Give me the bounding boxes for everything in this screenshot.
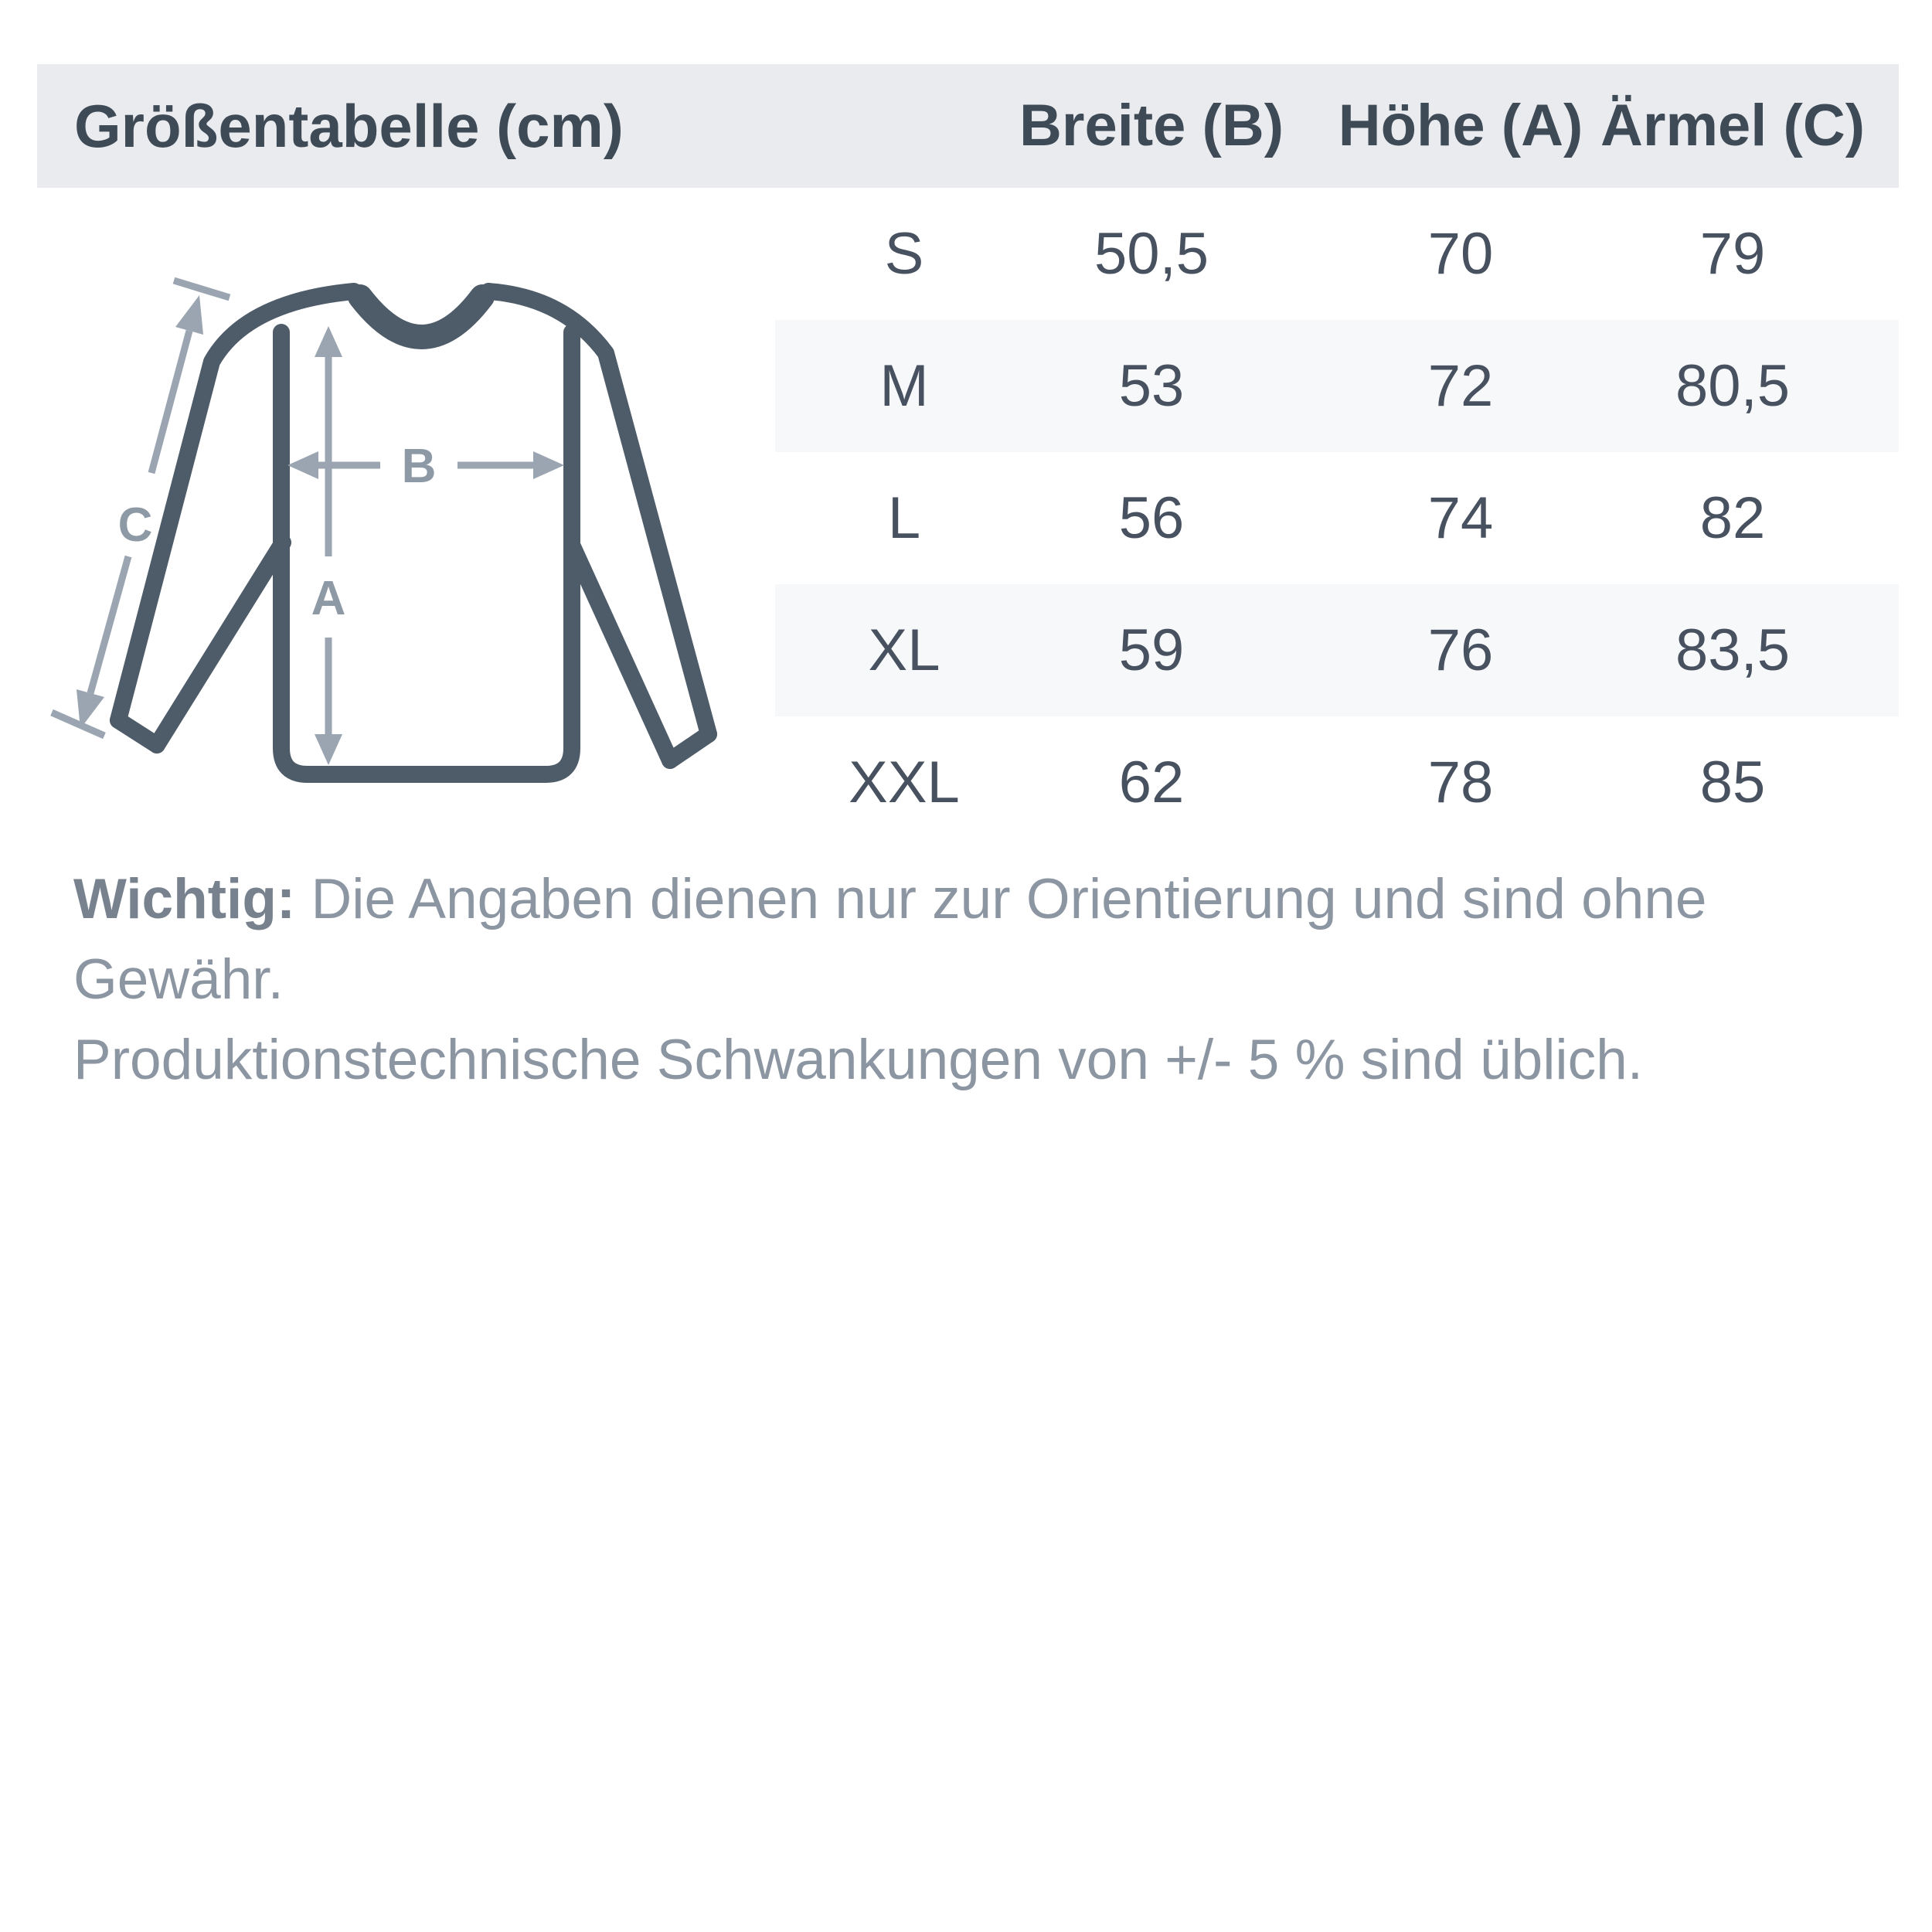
hoehe-value: 76	[1427, 617, 1494, 683]
disclaimer-line-1: Wichtig: Die Angaben dienen nur zur Orie…	[73, 859, 1882, 1020]
disclaimer-bold-label: Wichtig:	[73, 868, 296, 930]
disclaimer-text-1: Die Angaben dienen nur zur Orientierung …	[73, 868, 1707, 1011]
size-label: XL	[868, 617, 940, 683]
aermel-value: 82	[1699, 485, 1766, 551]
size-label: M	[879, 353, 929, 419]
disclaimer: Wichtig: Die Angaben dienen nur zur Orie…	[73, 859, 1882, 1100]
shirt-outline-icon	[110, 283, 717, 783]
page-title: Größentabelle (cm)	[74, 92, 624, 160]
disclaimer-line-2: Produktionstechnische Schwankungen von +…	[73, 1020, 1882, 1100]
collar-outline	[348, 284, 495, 349]
arrow-c-line	[148, 329, 193, 474]
table-row: S 50,5 70 79	[775, 188, 1899, 320]
aermel-value: 80,5	[1675, 353, 1790, 419]
arrow-b-head-left-icon	[287, 451, 318, 479]
arrow-c-tick-top	[172, 277, 231, 301]
dimension-label-a: A	[311, 572, 346, 625]
size-label: XXL	[849, 750, 960, 815]
aermel-value: 83,5	[1675, 617, 1790, 683]
hoehe-value: 78	[1427, 750, 1494, 815]
hoehe-value: 70	[1427, 221, 1494, 287]
arrow-a-head-up-icon	[315, 326, 342, 357]
table-row: XL 59 76 83,5	[775, 584, 1899, 716]
table-header-band: Größentabelle (cm) Breite (B) Höhe (A) Ä…	[37, 64, 1899, 188]
breite-value: 50,5	[1094, 221, 1209, 287]
table-row: M 53 72 80,5	[775, 320, 1899, 452]
arrow-b-head-right-icon	[533, 451, 564, 479]
size-label: S	[884, 221, 924, 287]
aermel-value: 85	[1699, 750, 1766, 815]
breite-value: 56	[1118, 485, 1185, 551]
disclaimer-text-2: Produktionstechnische Schwankungen von +…	[73, 1029, 1644, 1091]
dimension-label-c: C	[118, 498, 153, 552]
column-header-hoehe: Höhe (A)	[1338, 93, 1583, 158]
aermel-value: 79	[1699, 221, 1766, 287]
arrow-c-head-down-icon	[77, 689, 104, 729]
arrow-a-head-down-icon	[315, 734, 342, 765]
size-label: L	[887, 485, 921, 551]
arrow-c-head-up-icon	[175, 295, 203, 335]
table-row: XXL 62 78 85	[775, 716, 1899, 849]
dimension-label-b: B	[402, 440, 437, 493]
breite-value: 62	[1118, 750, 1185, 815]
breite-value: 53	[1118, 353, 1185, 419]
table-row: L 56 74 82	[775, 452, 1899, 584]
arrow-c-tick-bottom	[50, 709, 106, 740]
shirt-measurement-diagram: A B C	[50, 277, 717, 783]
dimension-arrows	[50, 277, 564, 765]
column-header-breite: Breite (B)	[1019, 93, 1284, 158]
arrow-c-line	[87, 555, 132, 695]
column-header-aermel: Ärmel (C)	[1600, 93, 1866, 158]
hoehe-value: 72	[1427, 353, 1494, 419]
breite-value: 59	[1118, 617, 1185, 683]
size-table: S 50,5 70 79 M 53 72 80,5 L 56 74 82 XL …	[775, 188, 1899, 849]
hoehe-value: 74	[1427, 485, 1494, 551]
